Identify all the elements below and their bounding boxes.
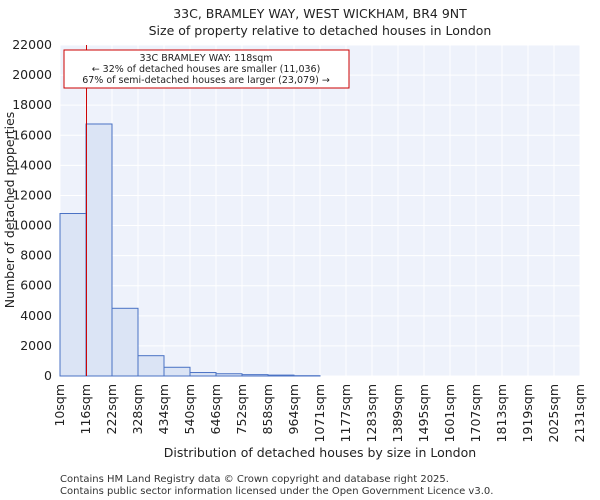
y-tick-label: 0 [44, 368, 52, 383]
x-tick-label: 858sqm [260, 384, 275, 434]
bar [189, 372, 217, 377]
bar [111, 307, 139, 377]
chart-title: 33C, BRAMLEY WAY, WEST WICKHAM, BR4 9NT [173, 6, 467, 21]
x-tick-label: 1813sqm [494, 384, 509, 442]
y-axis-label: Number of detached properties [2, 112, 17, 309]
y-tick-label: 6000 [20, 278, 52, 293]
y-tick-label: 14000 [12, 157, 52, 172]
annotation-line-3: 67% of semi-detached houses are larger (… [82, 75, 330, 86]
x-tick-label: 752sqm [234, 384, 249, 434]
y-axis-ticks: 0 2000 4000 6000 8000 10000 12000 14000 16000 180… [12, 37, 52, 383]
x-tick-label: 1071sqm [312, 384, 327, 442]
x-tick-label: 1389sqm [390, 384, 405, 442]
x-tick-label: 540sqm [182, 384, 197, 434]
y-tick-label: 16000 [12, 127, 52, 142]
chart-subtitle: Size of property relative to detached ho… [149, 23, 492, 38]
annotation-line-2: ← 32% of detached houses are smaller (11… [92, 64, 321, 75]
x-tick-label: 1707sqm [468, 384, 483, 442]
x-tick-label: 646sqm [208, 384, 223, 434]
x-tick-label: 964sqm [286, 384, 301, 434]
x-tick-label: 2025sqm [546, 384, 561, 442]
annotation-box: 33C BRAMLEY WAY: 118sqm ← 32% of detache… [63, 49, 350, 89]
y-tick-label: 18000 [12, 97, 52, 112]
annotation-line-1: 33C BRAMLEY WAY: 118sqm [139, 53, 272, 64]
bar [59, 213, 87, 377]
bar [85, 123, 113, 377]
x-axis-ticks: 10sqm 116sqm 222sqm 328sqm 434sqm 540sqm 646sq… [52, 384, 587, 442]
annotation-frame [63, 49, 350, 89]
x-tick-label: 328sqm [130, 384, 145, 434]
x-axis-label: Distribution of detached houses by size … [164, 445, 476, 460]
x-tick-label: 1919sqm [520, 384, 535, 442]
bar [163, 366, 191, 377]
x-tick-label: 1283sqm [364, 384, 379, 442]
bar [267, 374, 295, 377]
y-tick-label: 4000 [20, 308, 52, 323]
footer-line-2: Contains public sector information licen… [60, 486, 493, 497]
y-tick-label: 12000 [12, 187, 52, 202]
y-tick-label: 10000 [12, 218, 52, 233]
x-tick-label: 434sqm [156, 384, 171, 434]
x-tick-label: 10sqm [52, 384, 67, 427]
x-tick-label: 1495sqm [416, 384, 431, 442]
x-tick-label: 222sqm [104, 384, 119, 434]
y-tick-label: 2000 [20, 338, 52, 353]
y-tick-label: 22000 [12, 37, 52, 52]
bar [241, 374, 269, 377]
footer-line-1: Contains HM Land Registry data © Crown c… [60, 474, 449, 485]
x-tick-label: 1601sqm [442, 384, 457, 442]
bars [59, 123, 321, 377]
x-tick-label: 116sqm [78, 384, 93, 434]
y-tick-label: 20000 [12, 67, 52, 82]
x-tick-label: 2131sqm [572, 384, 587, 442]
y-tick-label: 8000 [20, 248, 52, 263]
bar [215, 373, 243, 377]
bar [137, 355, 165, 377]
x-tick-label: 1177sqm [338, 384, 353, 442]
